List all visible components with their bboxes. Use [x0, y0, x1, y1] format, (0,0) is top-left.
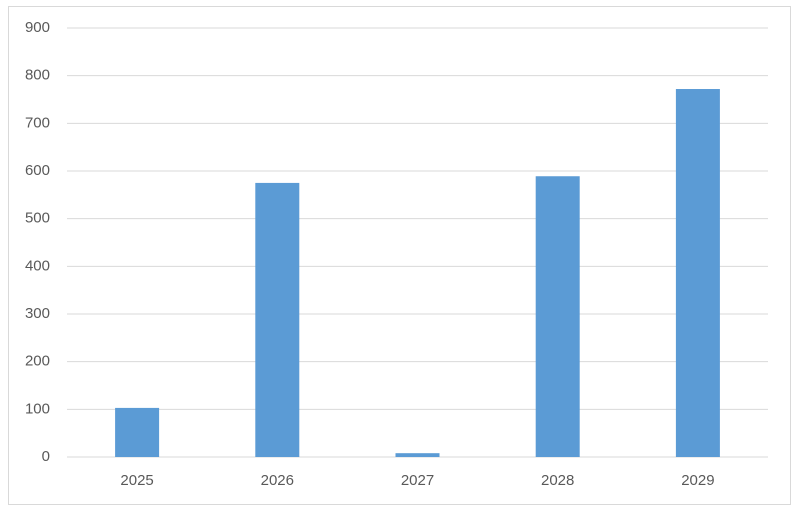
y-tick-label: 200 — [25, 353, 50, 370]
y-tick-label: 100 — [25, 400, 50, 417]
bar — [115, 407, 160, 457]
bar — [535, 176, 580, 457]
y-tick-label: 900 — [25, 19, 50, 36]
x-tick-label: 2027 — [401, 472, 434, 489]
y-tick-label: 0 — [42, 448, 50, 465]
x-tick-label: 2028 — [541, 472, 574, 489]
x-tick-label: 2026 — [261, 472, 294, 489]
y-tick-label: 700 — [25, 114, 50, 131]
bar — [255, 182, 300, 457]
y-tick-label: 400 — [25, 257, 50, 274]
x-tick-label: 2029 — [681, 472, 714, 489]
y-tick-label: 500 — [25, 210, 50, 227]
y-tick-label: 800 — [25, 67, 50, 84]
x-tick-label: 2025 — [120, 472, 153, 489]
y-tick-label: 600 — [25, 162, 50, 179]
y-tick-label: 300 — [25, 305, 50, 322]
bar — [675, 89, 720, 457]
bar — [395, 453, 440, 457]
